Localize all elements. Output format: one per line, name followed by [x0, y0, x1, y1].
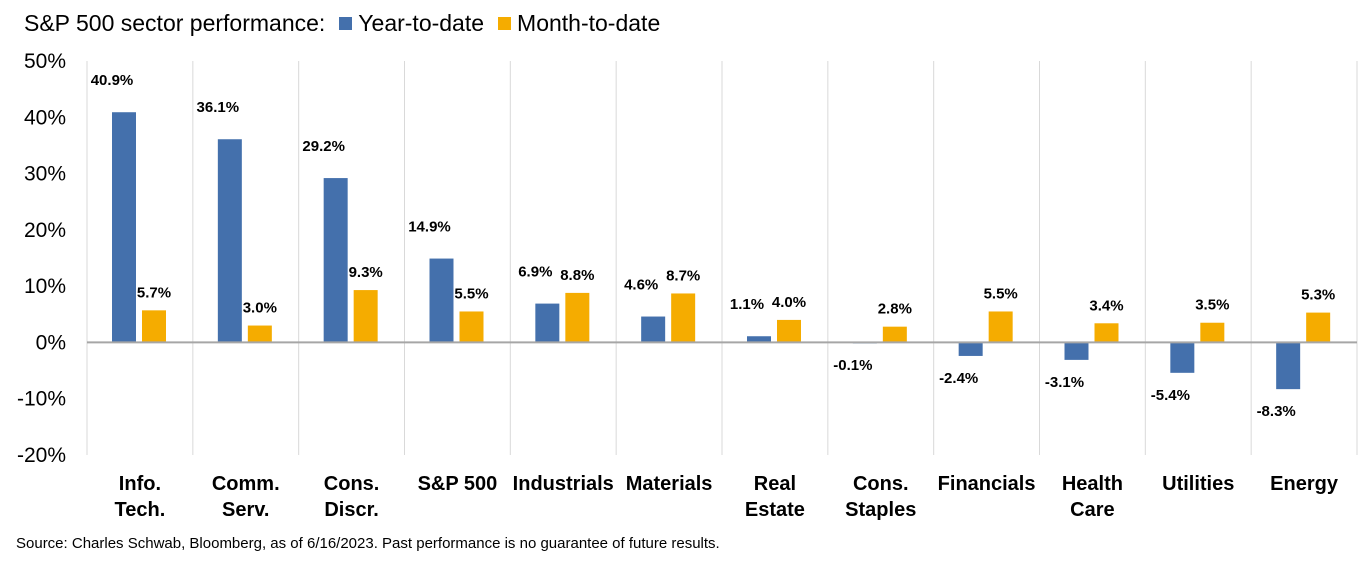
legend-label-ytd: Year-to-date [358, 10, 485, 36]
legend-swatch-ytd [339, 17, 353, 30]
y-tick-label: -20% [17, 444, 66, 467]
data-label-mtd: 3.0% [243, 300, 277, 317]
data-label-ytd: 36.1% [197, 99, 240, 116]
bar-mtd [671, 293, 696, 343]
data-label-ytd: 40.9% [91, 72, 134, 89]
y-tick-label: 0% [36, 331, 66, 354]
x-tick-label: Materials [626, 473, 713, 495]
bar-mtd [565, 292, 590, 343]
bar-mtd [777, 319, 801, 343]
data-label-mtd: 8.8% [560, 267, 594, 284]
x-tick-label: S&P 500 [418, 473, 498, 495]
data-label-ytd: -8.3% [1257, 403, 1296, 420]
data-label-mtd: 3.4% [1089, 297, 1123, 314]
data-label-ytd: -2.4% [939, 370, 978, 387]
bar-mtd [142, 310, 166, 343]
bar-ytd [1276, 342, 1301, 390]
x-tick-label: Energy [1270, 473, 1339, 495]
y-tick-label: 40% [24, 106, 66, 129]
source-note: Source: Charles Schwab, Bloomberg, as of… [16, 535, 720, 552]
bar-mtd [1200, 322, 1225, 343]
legend-label-mtd: Month-to-date [517, 10, 661, 36]
x-tick-label: Cons. Staples [845, 473, 916, 521]
bar-ytd [217, 139, 242, 343]
data-label-mtd: 3.5% [1195, 297, 1229, 314]
legend-swatch-mtd [498, 17, 512, 30]
bar-ytd [1170, 342, 1195, 373]
bar-mtd [1094, 323, 1119, 343]
bar-mtd [247, 325, 272, 343]
bar-ytd [958, 342, 983, 356]
bar-ytd [747, 336, 771, 343]
x-tick-label: Utilities [1162, 473, 1234, 495]
data-label-ytd: -0.1% [833, 357, 872, 374]
bar-ytd [641, 316, 666, 343]
bar-mtd [353, 290, 378, 343]
y-tick-label: -10% [17, 388, 66, 411]
bar-mtd [988, 311, 1013, 343]
bar-mtd [459, 311, 484, 343]
bar-mtd [1306, 312, 1331, 343]
data-label-mtd: 5.3% [1301, 287, 1335, 304]
bar-ytd [112, 112, 136, 343]
bar-mtd [882, 326, 907, 343]
x-tick-label: Financials [938, 473, 1036, 495]
data-label-ytd: 6.9% [518, 264, 552, 281]
data-label-ytd: 1.1% [730, 296, 764, 313]
bar-ytd [429, 258, 454, 343]
data-label-ytd: 4.6% [624, 277, 658, 294]
data-label-mtd: 4.0% [772, 294, 806, 311]
data-label-mtd: 5.5% [454, 285, 488, 302]
x-tick-label: Health Care [1062, 473, 1123, 521]
data-label-mtd: 5.5% [984, 285, 1018, 302]
bar-ytd [323, 178, 348, 343]
bar-ytd [535, 303, 560, 343]
x-tick-label: Industrials [513, 473, 614, 495]
x-tick-label: Cons. Discr. [324, 473, 380, 521]
legend-item-mtd: Month-to-date [498, 10, 660, 37]
data-label-mtd: 2.8% [878, 301, 912, 318]
bar-ytd [1064, 342, 1089, 360]
y-tick-label: 50% [24, 50, 66, 73]
data-label-mtd: 8.7% [666, 267, 700, 284]
y-tick-label: 10% [24, 275, 66, 298]
data-label-ytd: -3.1% [1045, 374, 1084, 391]
y-tick-label: 30% [24, 163, 66, 186]
x-tick-label: Real Estate [745, 473, 805, 521]
data-label-ytd: 14.9% [408, 219, 451, 236]
x-tick-label: Info. Tech. [115, 473, 166, 521]
x-tick-label: Comm. Serv. [212, 473, 280, 521]
y-tick-label: 20% [24, 219, 66, 242]
chart-title-row: S&P 500 sector performance: Year-to-date… [24, 10, 660, 37]
data-label-ytd: 29.2% [302, 138, 345, 155]
chart-title: S&P 500 sector performance: [24, 10, 326, 36]
legend-item-ytd: Year-to-date [339, 10, 484, 37]
data-label-ytd: -5.4% [1151, 387, 1190, 404]
data-label-mtd: 9.3% [349, 264, 383, 281]
data-label-mtd: 5.7% [137, 284, 171, 301]
